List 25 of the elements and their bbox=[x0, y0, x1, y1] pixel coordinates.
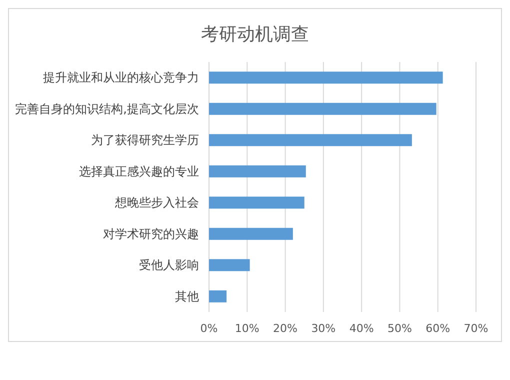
bar bbox=[209, 259, 250, 272]
bar bbox=[209, 228, 293, 240]
chart-title: 考研动机调查 bbox=[201, 24, 309, 45]
x-tick-label: 10% bbox=[234, 322, 260, 335]
x-tick-label: 60% bbox=[426, 322, 450, 335]
x-tick-label: 50% bbox=[387, 322, 412, 335]
bar bbox=[209, 290, 227, 302]
y-tick-label: 提升就业和从业的核心竞争力 bbox=[43, 70, 199, 85]
y-tick-label: 想晚些步入社会 bbox=[114, 196, 199, 210]
bar bbox=[209, 196, 304, 209]
x-tick-label: 70% bbox=[464, 322, 488, 335]
y-tick-label: 对学术研究的兴趣 bbox=[103, 226, 199, 241]
bar bbox=[209, 72, 443, 84]
y-tick-label: 选择真正感兴趣的专业 bbox=[79, 164, 199, 178]
x-tick-label: 40% bbox=[349, 322, 374, 335]
y-tick-label: 其他 bbox=[175, 289, 199, 304]
bar bbox=[209, 134, 412, 146]
bar bbox=[209, 102, 436, 115]
x-tick-label: 0% bbox=[200, 322, 218, 335]
bar bbox=[209, 165, 306, 178]
y-tick-label: 为了获得研究生学历 bbox=[91, 133, 199, 148]
y-tick-label: 完善自身的知识结构,提高文化层次 bbox=[15, 102, 199, 116]
y-tick-label: 受他人影响 bbox=[139, 258, 199, 272]
x-tick-label: 20% bbox=[273, 322, 298, 335]
x-tick-label: 30% bbox=[311, 322, 336, 335]
